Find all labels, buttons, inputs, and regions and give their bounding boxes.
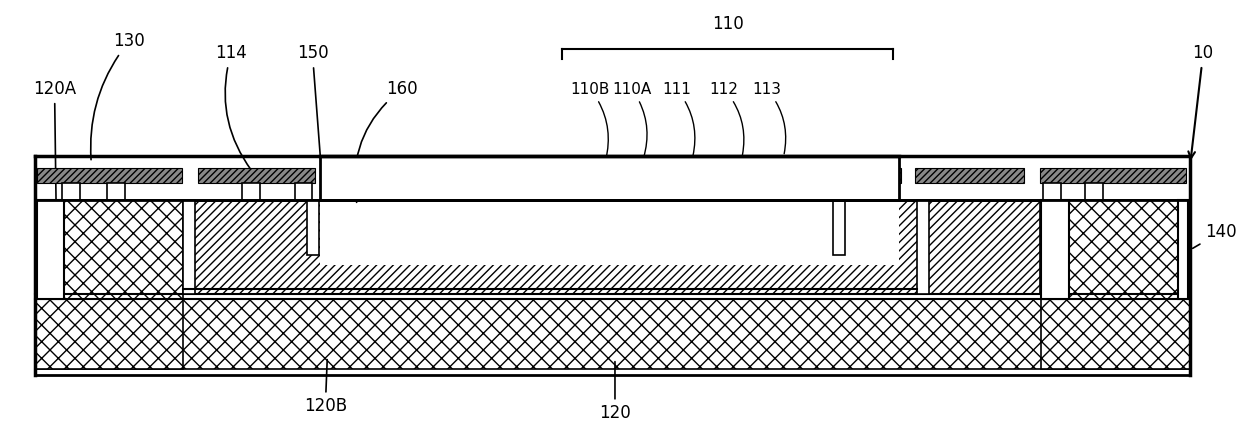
Text: 150: 150 bbox=[296, 44, 328, 155]
Bar bbox=[836, 183, 854, 200]
Bar bbox=[1043, 183, 1062, 200]
Bar bbox=[37, 200, 64, 299]
Bar bbox=[242, 183, 260, 200]
Text: 130: 130 bbox=[90, 32, 145, 160]
Bar bbox=[198, 169, 316, 183]
Bar bbox=[918, 200, 929, 294]
Text: 112: 112 bbox=[710, 81, 743, 155]
Bar bbox=[35, 155, 1191, 200]
Bar bbox=[1178, 200, 1188, 299]
Text: 140: 140 bbox=[1193, 223, 1237, 248]
Bar bbox=[35, 299, 1191, 369]
Text: 120: 120 bbox=[600, 362, 631, 422]
Bar bbox=[875, 183, 893, 200]
Text: 120B: 120B bbox=[304, 360, 347, 416]
Bar bbox=[1040, 169, 1186, 183]
Text: 110A: 110A bbox=[612, 81, 652, 158]
Text: 111: 111 bbox=[662, 81, 695, 156]
Text: 120A: 120A bbox=[33, 80, 76, 235]
Text: 110B: 110B bbox=[570, 81, 610, 160]
Bar bbox=[107, 183, 125, 200]
Bar bbox=[307, 200, 320, 255]
Bar bbox=[295, 183, 312, 200]
Bar bbox=[1042, 200, 1191, 369]
Text: 10: 10 bbox=[1188, 44, 1214, 159]
Bar bbox=[35, 200, 183, 369]
Bar bbox=[183, 200, 196, 294]
Bar bbox=[321, 155, 898, 200]
Bar bbox=[833, 200, 845, 255]
Bar bbox=[1085, 183, 1103, 200]
Bar bbox=[183, 200, 1040, 294]
Text: 110: 110 bbox=[711, 14, 743, 32]
Bar bbox=[62, 183, 81, 200]
Bar bbox=[37, 169, 182, 183]
Text: 113: 113 bbox=[752, 81, 786, 154]
Bar bbox=[321, 200, 898, 265]
Bar bbox=[829, 169, 901, 183]
Text: 160: 160 bbox=[354, 80, 418, 202]
Text: 114: 114 bbox=[216, 44, 252, 170]
Bar bbox=[1042, 200, 1069, 299]
Bar bbox=[914, 169, 1023, 183]
